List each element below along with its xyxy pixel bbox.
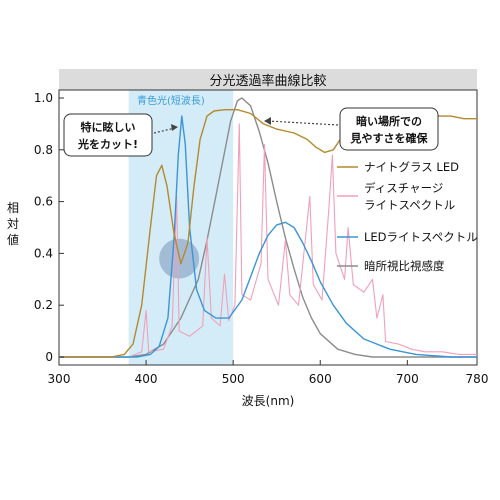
annotation-left-arrow xyxy=(153,127,176,134)
legend-label-2: ライトスペクトル xyxy=(364,198,455,212)
y-tick-label: 0.4 xyxy=(34,246,53,260)
annotation-right-line-2: 見やすさを確保 xyxy=(350,131,429,145)
annotation-right-arrowhead xyxy=(264,117,271,125)
x-axis-label: 波長(nm) xyxy=(242,394,295,408)
legend-label-4: 暗所視比視感度 xyxy=(364,259,445,273)
y-tick-label: 0.2 xyxy=(34,298,53,312)
legend-label-1: ナイトグラス LED xyxy=(364,160,459,174)
y-tick-label: 1.0 xyxy=(34,91,53,105)
annotation-right: 暗い場所での 見やすさを確保 xyxy=(264,107,439,151)
series-line-2 xyxy=(59,123,477,358)
y-axis-label: 相 対 値 xyxy=(7,201,19,247)
blue-light-band-label: 青色光(短波長) xyxy=(137,94,205,107)
chart-title: 分光透過率曲線比較 xyxy=(209,73,326,89)
x-tick-label: 780 xyxy=(466,372,489,386)
y-axis-label-char-1: 相 xyxy=(7,201,19,215)
series-line-4 xyxy=(59,97,477,358)
annotation-left-line-2: 光をカット! xyxy=(77,137,138,151)
title-bar xyxy=(59,69,477,90)
legend-label-2: ディスチャージ xyxy=(364,181,443,195)
annotation-left-arrowhead xyxy=(171,124,178,131)
y-axis-label-char-3: 値 xyxy=(7,232,19,247)
annotation-right-arrow xyxy=(267,120,339,126)
series-line-3 xyxy=(59,115,477,358)
x-tick-label: 500 xyxy=(222,372,245,386)
annotation-left-box xyxy=(63,113,153,157)
annotation-left-line-1: 特に眩しい xyxy=(81,120,136,134)
plot-frame xyxy=(58,89,478,366)
x-tick-label: 400 xyxy=(135,372,158,386)
y-tick-label: 0.6 xyxy=(34,195,53,209)
x-tick-label: 600 xyxy=(309,372,332,386)
x-axis: 300 400 500 600 700 780 xyxy=(48,360,489,386)
x-tick-label: 300 xyxy=(48,372,71,386)
y-tick-label: 0 xyxy=(45,350,53,364)
y-tick-label: 0.8 xyxy=(34,143,53,157)
legend-label-3: LEDライトスペクトル xyxy=(364,230,478,244)
y-axis: 0 0.2 0.4 0.6 0.8 1.0 xyxy=(34,91,64,364)
x-tick-label: 700 xyxy=(396,372,419,386)
y-axis-label-char-2: 対 xyxy=(7,217,19,231)
annotation-left: 特に眩しい 光をカット! xyxy=(63,113,178,157)
annotation-right-line-1: 暗い場所での xyxy=(356,114,422,128)
annotation-right-box xyxy=(339,107,439,151)
